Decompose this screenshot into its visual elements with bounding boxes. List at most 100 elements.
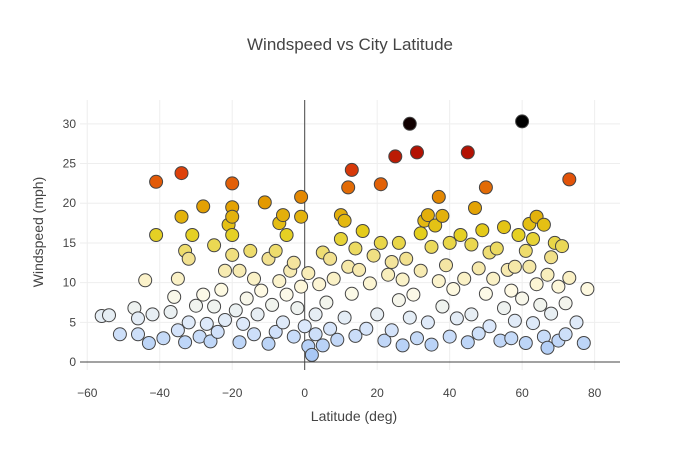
data-point bbox=[294, 209, 309, 224]
data-point bbox=[497, 301, 511, 316]
data-point bbox=[540, 340, 555, 355]
data-point bbox=[460, 335, 475, 350]
data-point bbox=[526, 316, 540, 331]
data-point bbox=[544, 250, 559, 265]
data-point bbox=[431, 274, 446, 289]
data-point bbox=[373, 235, 388, 250]
data-point bbox=[449, 311, 464, 326]
data-point bbox=[276, 208, 290, 223]
x-tick-label: 0 bbox=[301, 386, 308, 400]
data-point bbox=[515, 291, 530, 306]
data-point bbox=[402, 116, 417, 131]
data-point bbox=[225, 247, 240, 262]
data-point bbox=[174, 166, 189, 181]
data-point bbox=[551, 279, 566, 294]
data-point bbox=[341, 180, 356, 195]
data-point bbox=[569, 315, 584, 330]
data-point bbox=[344, 286, 359, 301]
data-point bbox=[149, 174, 164, 189]
data-point bbox=[468, 201, 482, 215]
data-point bbox=[446, 282, 461, 296]
data-point bbox=[526, 232, 540, 246]
data-point bbox=[457, 271, 472, 286]
data-point bbox=[348, 328, 363, 343]
data-point bbox=[518, 243, 533, 258]
data-point bbox=[395, 338, 410, 353]
data-point bbox=[174, 209, 189, 224]
data-point bbox=[333, 232, 348, 246]
data-point bbox=[428, 218, 443, 233]
data-point bbox=[395, 272, 410, 287]
data-point bbox=[167, 289, 182, 304]
data-point bbox=[279, 287, 294, 302]
data-point bbox=[308, 307, 323, 322]
data-point bbox=[170, 271, 185, 286]
data-point bbox=[424, 239, 439, 254]
data-point bbox=[189, 298, 203, 313]
data-point bbox=[207, 238, 222, 253]
data-point bbox=[460, 145, 475, 160]
data-point bbox=[576, 336, 591, 350]
data-point bbox=[112, 327, 127, 342]
tick-labels: −60 −40 −20 0 20 40 60 80 0 5 10 15 20 25 30 bbox=[63, 117, 602, 400]
data-point bbox=[540, 267, 555, 282]
data-point bbox=[475, 223, 490, 238]
x-axis-title: Latitude (deg) bbox=[311, 408, 397, 424]
data-point bbox=[218, 263, 232, 278]
chart-title: Windspeed vs City Latitude bbox=[247, 35, 453, 54]
y-tick-label: 15 bbox=[63, 236, 77, 250]
data-point bbox=[544, 306, 559, 321]
data-point bbox=[471, 261, 486, 276]
data-point bbox=[145, 307, 160, 322]
data-point bbox=[261, 336, 276, 351]
data-point bbox=[533, 297, 548, 312]
data-point bbox=[196, 199, 211, 214]
data-point bbox=[435, 208, 450, 223]
data-point bbox=[399, 251, 414, 266]
data-point bbox=[210, 324, 225, 339]
data-point bbox=[236, 316, 251, 331]
data-point bbox=[323, 251, 338, 266]
data-point bbox=[337, 213, 352, 228]
y-tick-label: 25 bbox=[63, 157, 77, 171]
data-point bbox=[529, 277, 544, 292]
data-point bbox=[442, 329, 457, 344]
data-point bbox=[388, 149, 403, 164]
data-point bbox=[536, 217, 551, 232]
data-point bbox=[326, 271, 341, 286]
data-point bbox=[268, 243, 283, 258]
data-point bbox=[413, 263, 428, 278]
data-point bbox=[410, 331, 424, 346]
data-point bbox=[276, 315, 290, 330]
data-point bbox=[181, 251, 196, 266]
data-point bbox=[515, 114, 530, 129]
data-point bbox=[504, 283, 519, 298]
data-point bbox=[431, 189, 446, 204]
data-point bbox=[435, 299, 450, 314]
data-point bbox=[413, 226, 428, 241]
data-points bbox=[94, 114, 595, 362]
data-point bbox=[522, 259, 537, 274]
data-point bbox=[370, 307, 385, 322]
data-point bbox=[558, 327, 573, 342]
data-point bbox=[555, 239, 569, 254]
data-point bbox=[478, 286, 493, 301]
x-tick-label: 60 bbox=[515, 386, 529, 400]
data-point bbox=[464, 237, 479, 252]
data-point bbox=[250, 307, 265, 322]
data-point bbox=[290, 301, 305, 316]
data-point bbox=[304, 347, 319, 362]
data-point bbox=[562, 270, 577, 285]
data-point bbox=[308, 327, 323, 342]
data-point bbox=[294, 189, 309, 204]
data-point bbox=[580, 282, 595, 296]
x-tick-label: −60 bbox=[77, 386, 98, 400]
data-point bbox=[141, 336, 156, 350]
data-point bbox=[203, 334, 218, 349]
data-point bbox=[511, 228, 526, 242]
data-point bbox=[225, 176, 240, 191]
data-point bbox=[478, 180, 493, 195]
data-point bbox=[196, 287, 211, 302]
data-point bbox=[225, 209, 240, 224]
